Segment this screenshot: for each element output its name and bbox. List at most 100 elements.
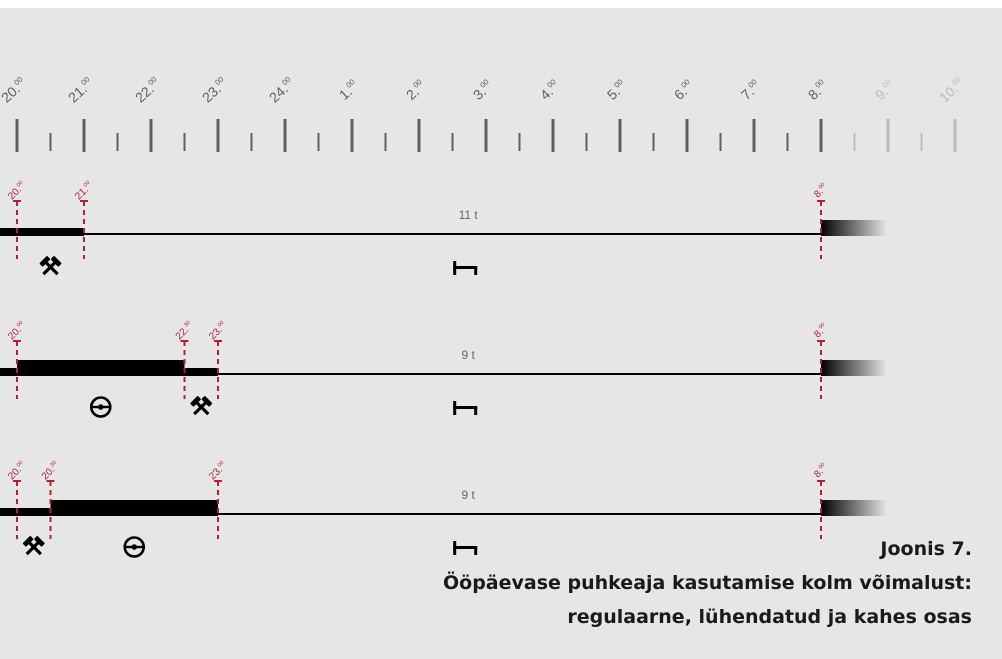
time-marker-label: 23.00	[207, 320, 229, 342]
hour-tick	[551, 119, 555, 152]
next-activity-fade	[821, 360, 887, 376]
svg-text:10.00: 10.00	[936, 75, 968, 106]
half-hour-tick	[183, 133, 186, 151]
hour-label: 22.00	[132, 75, 164, 106]
hour-tick	[82, 119, 86, 152]
half-hour-tick	[250, 133, 253, 151]
half-hour-tick	[317, 133, 320, 151]
time-marker-label: 20.00	[6, 180, 28, 202]
activity-bar-work	[17, 228, 84, 236]
hour-label: 1.00	[336, 77, 357, 103]
steering-wheel-icon	[123, 536, 146, 558]
svg-text:20.00: 20.00	[0, 75, 29, 106]
hour-tick	[149, 119, 153, 152]
hammers-icon	[190, 396, 213, 416]
hammers-icon	[22, 536, 45, 556]
activity-bar-work	[17, 508, 51, 516]
figure-caption: Joonis 7. Ööpäevase puhkeaja kasutamise …	[443, 532, 972, 634]
svg-text:23.00: 23.00	[207, 460, 229, 482]
steering-wheel-icon	[89, 396, 112, 418]
hour-tick	[953, 119, 957, 152]
activity-bar-lead	[0, 368, 17, 376]
rest-line	[218, 513, 821, 515]
hour-tick	[685, 119, 689, 152]
hour-label: 4.00	[537, 77, 563, 103]
svg-text:23.00: 23.00	[199, 75, 231, 106]
svg-text:4.00: 4.00	[537, 77, 563, 103]
hour-label: 7.00	[738, 77, 764, 103]
hour-tick	[886, 119, 890, 152]
rest-duration-label: 11 t	[459, 208, 479, 222]
half-hour-tick	[853, 133, 856, 151]
half-hour-tick	[116, 133, 119, 151]
svg-text:20.30: 20.30	[39, 460, 61, 482]
next-activity-fade	[821, 500, 887, 516]
time-marker-label: 8.00	[812, 462, 830, 480]
hour-label: 21.00	[65, 75, 97, 106]
hour-label: 23.00	[199, 75, 231, 106]
rest-period-diagram: 20.00 21.00 22.00 23.00 24.00 1.00 2.00 3.00 4.0…	[0, 75, 968, 558]
activity-bar-work	[184, 368, 218, 376]
svg-text:21.00: 21.00	[65, 75, 97, 106]
hour-tick	[350, 119, 354, 152]
hour-tick	[618, 119, 622, 152]
svg-text:22.00: 22.00	[132, 75, 164, 106]
row-regular: 11 t 20.00 21.00 8.00	[0, 180, 887, 276]
half-hour-tick	[585, 133, 588, 151]
caption-title-line-2: regulaarne, lühendatud ja kahes osas	[567, 606, 972, 628]
half-hour-tick	[518, 133, 521, 151]
time-marker-label: 22.30	[173, 320, 195, 342]
rest-duration-label: 9 t	[462, 488, 476, 502]
svg-text:20.00: 20.00	[6, 320, 28, 342]
svg-text:21.00: 21.00	[73, 180, 95, 202]
half-hour-tick	[652, 133, 655, 151]
half-hour-tick	[920, 133, 923, 151]
svg-text:22.30: 22.30	[173, 320, 195, 342]
caption-title-line-1: Ööpäevase puhkeaja kasutamise kolm võima…	[443, 572, 972, 594]
next-activity-fade	[821, 220, 887, 236]
hour-tick	[15, 119, 19, 152]
hammers-icon	[39, 256, 62, 276]
svg-text:7.00: 7.00	[738, 77, 764, 103]
hour-tick	[484, 119, 488, 152]
activity-bar-lead	[0, 508, 17, 516]
row-split: 9 t 20.00 20.30 23.00 8.00	[0, 460, 887, 558]
hour-tick	[216, 119, 220, 152]
svg-text:8.00: 8.00	[812, 322, 830, 340]
time-marker-label: 8.00	[812, 182, 830, 200]
half-hour-tick	[451, 133, 454, 151]
svg-text:9.00: 9.00	[872, 77, 898, 103]
hour-label: 6.00	[671, 77, 692, 103]
time-marker-label: 20.00	[6, 320, 28, 342]
hour-tick	[283, 119, 287, 152]
figure-area: 20.00 21.00 22.00 23.00 24.00 1.00 2.00 3.00 4.0…	[0, 8, 1002, 659]
hour-tick	[417, 119, 421, 152]
time-marker-label: 20.00	[6, 460, 24, 482]
svg-text:20.00: 20.00	[6, 180, 28, 202]
hour-tick	[752, 119, 756, 152]
hour-tick	[819, 119, 823, 152]
svg-text:23.00: 23.00	[207, 320, 229, 342]
svg-text:8.00: 8.00	[805, 77, 831, 103]
hour-label: 24.00	[266, 75, 293, 106]
activity-bar-lead	[0, 228, 17, 236]
bed-icon	[453, 401, 478, 415]
row-reduced: 9 t 20.00 22.30 23.00 8.00	[0, 320, 887, 418]
half-hour-tick	[786, 133, 789, 151]
half-hour-tick	[49, 133, 52, 151]
rest-line	[84, 233, 821, 235]
bed-icon	[453, 541, 478, 555]
time-marker-label: 8.00	[812, 322, 830, 340]
half-hour-tick	[719, 133, 722, 151]
bed-icon	[453, 261, 478, 275]
half-hour-tick	[384, 133, 387, 151]
svg-text:2.00: 2.00	[403, 77, 429, 103]
activity-bar-driving	[17, 360, 185, 376]
svg-text:3.00: 3.00	[470, 77, 496, 103]
rest-duration-label: 9 t	[462, 348, 476, 362]
hour-label: 8.00	[805, 77, 831, 103]
hour-label: 5.00	[604, 77, 625, 103]
activity-bar-driving	[50, 500, 218, 516]
svg-text:8.00: 8.00	[812, 182, 830, 200]
svg-text:8.00: 8.00	[812, 462, 830, 480]
